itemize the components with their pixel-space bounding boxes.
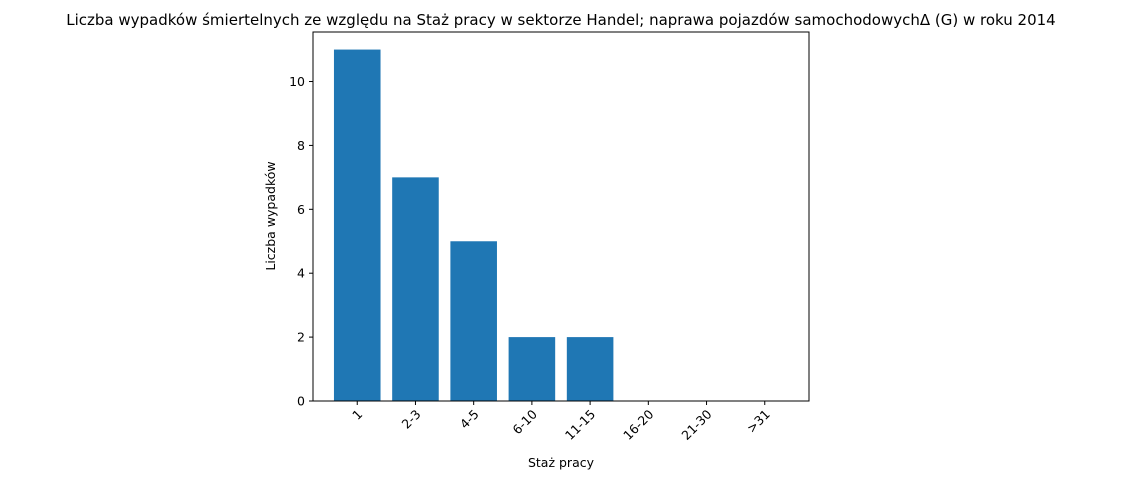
y-tick-label: 0 xyxy=(297,394,305,409)
x-axis: 1 2-3 4-5 6-10 11-15 16-20 21-30 >31 xyxy=(349,401,773,443)
y-tick-label: 8 xyxy=(297,138,305,153)
bar-11-15 xyxy=(566,337,614,401)
bar-4-5 xyxy=(450,241,497,401)
x-tick-label: 21-30 xyxy=(678,406,714,442)
x-tick-label: 16-20 xyxy=(620,406,656,442)
y-tick-label: 10 xyxy=(289,74,305,89)
y-tick-label: 4 xyxy=(297,266,305,281)
x-tick-label: 4-5 xyxy=(457,407,482,432)
bar-1 xyxy=(333,49,381,401)
y-axis-label: Liczba wypadków xyxy=(263,161,278,270)
plot-frame xyxy=(312,31,810,402)
bars-group xyxy=(333,49,614,401)
bar-6-10 xyxy=(508,337,556,401)
y-tick-label: 2 xyxy=(297,330,305,345)
chart-title: Liczba wypadków śmiertelnych ze względu … xyxy=(66,11,1055,29)
x-tick-label: 2-3 xyxy=(399,407,424,432)
x-tick-label: 11-15 xyxy=(562,407,598,443)
x-tick-label: 6-10 xyxy=(509,406,540,437)
y-axis: 0 2 4 6 8 10 xyxy=(289,74,313,409)
x-axis-label: Staż pracy xyxy=(528,455,595,470)
x-tick-label: 1 xyxy=(349,407,365,423)
bar-2-3 xyxy=(392,177,439,401)
y-tick-label: 6 xyxy=(297,202,305,217)
x-tick-label: >31 xyxy=(744,407,773,436)
